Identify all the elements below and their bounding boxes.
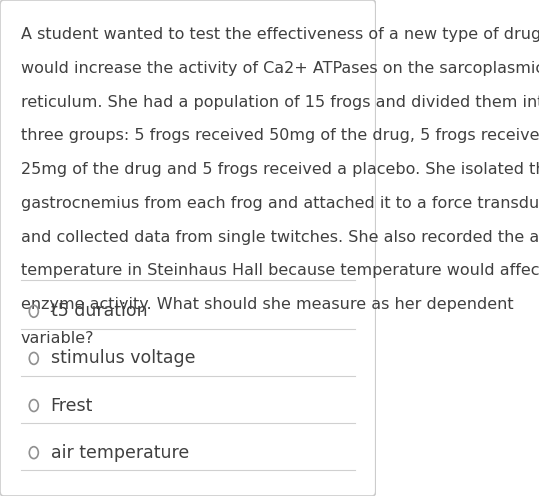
Text: A student wanted to test the effectiveness of a new type of drug that: A student wanted to test the effectivene… bbox=[20, 27, 539, 42]
Text: stimulus voltage: stimulus voltage bbox=[51, 349, 195, 368]
Text: enzyme activity. What should she measure as her dependent: enzyme activity. What should she measure… bbox=[20, 297, 513, 312]
Text: 25mg of the drug and 5 frogs received a placebo. She isolated the: 25mg of the drug and 5 frogs received a … bbox=[20, 162, 539, 177]
Text: variable?: variable? bbox=[20, 331, 94, 346]
Text: reticulum. She had a population of 15 frogs and divided them into: reticulum. She had a population of 15 fr… bbox=[20, 95, 539, 110]
Text: would increase the activity of Ca2+ ATPases on the sarcoplasmic: would increase the activity of Ca2+ ATPa… bbox=[20, 61, 539, 76]
Text: temperature in Steinhaus Hall because temperature would affect: temperature in Steinhaus Hall because te… bbox=[20, 263, 539, 278]
Text: gastrocnemius from each frog and attached it to a force transducer: gastrocnemius from each frog and attache… bbox=[20, 196, 539, 211]
Text: Frest: Frest bbox=[51, 396, 93, 415]
Text: three groups: 5 frogs received 50mg of the drug, 5 frogs received: three groups: 5 frogs received 50mg of t… bbox=[20, 128, 539, 143]
FancyBboxPatch shape bbox=[0, 0, 376, 496]
Text: t5 duration: t5 duration bbox=[51, 302, 147, 320]
Text: and collected data from single twitches. She also recorded the air: and collected data from single twitches.… bbox=[20, 230, 539, 245]
Text: air temperature: air temperature bbox=[51, 443, 189, 462]
